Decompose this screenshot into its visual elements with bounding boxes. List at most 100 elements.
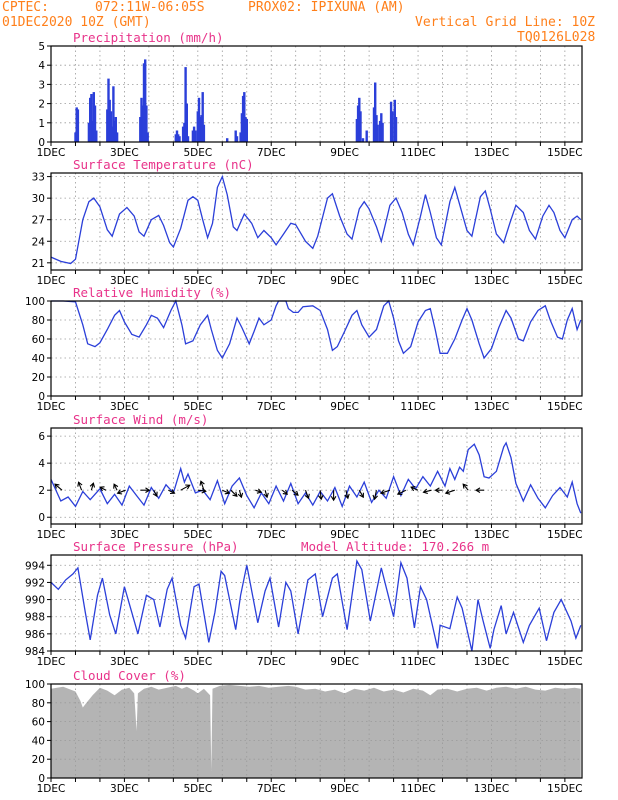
wind-vector-head [145, 487, 151, 493]
precip-bar [194, 130, 197, 142]
series-line [50, 559, 582, 652]
precip-bar [146, 132, 149, 142]
panel-frame [50, 427, 583, 525]
precip-bar [376, 124, 379, 142]
x-tick-label: 13DEC [474, 401, 509, 413]
wind-vector-head [372, 494, 379, 501]
chart-header: CPTEC: 072:11W-06:05S PROX02: IPIXUNA (A… [0, 0, 618, 46]
y-tick-label: 0 [38, 137, 45, 149]
wind-vector [423, 489, 432, 493]
x-tick-label: 1DEC [37, 656, 66, 668]
panel-3: 0 20 40 60 80 100 1DEC 3DEC 5DEC 7DEC 9DEC 11DEC 13D… [25, 285, 583, 413]
wind-vector-head [396, 490, 403, 496]
x-tick-label: 1DEC [37, 147, 66, 159]
wind-vector [230, 489, 238, 497]
precip-bar [192, 126, 196, 142]
wind-vector [113, 483, 118, 491]
y-tick-label: 990 [25, 595, 45, 607]
x-tick-label: 3DEC [110, 275, 139, 287]
precip-bar [394, 117, 398, 142]
wind-vector-head [379, 489, 386, 495]
precip-bar [389, 101, 393, 142]
x-tick-label: 7DEC [257, 401, 286, 413]
x-tick-label: 9DEC [330, 147, 359, 159]
x-tick-label: 11DEC [400, 401, 435, 413]
wind-vector [358, 489, 364, 498]
wind-vector [168, 489, 175, 494]
precip-bar [197, 97, 201, 142]
x-tick-label: 13DEC [474, 656, 509, 668]
wind-vector-head [152, 491, 158, 498]
x-tick-label: 5DEC [183, 147, 212, 159]
wind-vector [445, 489, 455, 494]
precip-bar [185, 103, 188, 142]
wind-vector-head [99, 486, 105, 492]
wind-vector [153, 489, 158, 497]
series-line [50, 441, 582, 514]
y-tick-label: 986 [25, 629, 45, 641]
wind-vector [304, 490, 310, 499]
x-tick-label: 15DEC [547, 656, 582, 668]
x-tick-label: 3DEC [110, 529, 139, 541]
precip-bar [356, 105, 360, 142]
x-tick-label: 7DEC [257, 656, 286, 668]
y-tick-label: 40 [32, 735, 45, 747]
y-tick-label: 20 [32, 372, 45, 384]
x-tick-label: 9DEC [330, 275, 359, 287]
wind-vector [380, 489, 391, 494]
x-tick-label: 13DEC [474, 147, 509, 159]
wind-vector [397, 489, 407, 495]
wind-vector-head [359, 492, 364, 499]
precip-bar [90, 94, 93, 142]
precip-bar [186, 136, 190, 142]
y-tick-label: 60 [32, 717, 45, 729]
wind-vector [291, 489, 299, 496]
header-location: 072:11W-06:05S [95, 0, 205, 15]
wind-vector [117, 489, 126, 494]
wind-vector-head [185, 484, 191, 490]
header-grid-note: Vertical Grid Line: 10Z [415, 15, 596, 30]
y-tick-label: 988 [25, 612, 45, 624]
x-tick-label: 5DEC [183, 656, 212, 668]
wind-vector [319, 490, 322, 500]
wind-vector [222, 489, 230, 494]
x-tick-label: 1DEC [37, 275, 66, 287]
wind-vector [200, 481, 205, 491]
y-tick-label: 0 [38, 391, 45, 403]
x-tick-label: 3DEC [110, 656, 139, 668]
y-tick-label: 5 [38, 41, 45, 53]
panel-title: Precipitation (mm/h) [73, 30, 224, 45]
wind-vector [462, 483, 469, 491]
wind-vector-head [434, 487, 440, 493]
precip-bar [239, 132, 242, 142]
precip-bar [95, 130, 98, 142]
wind-vector-head [199, 480, 205, 486]
wind-vector-head [256, 488, 263, 494]
y-tick-label: 30 [32, 193, 45, 205]
panel-title: Surface Pressure (hPa) [73, 539, 239, 554]
precip-bar [114, 117, 117, 142]
y-tick-label: 6 [38, 431, 45, 443]
wind-vector [99, 486, 107, 491]
wind-vector-head [232, 491, 238, 497]
wind-vector [78, 482, 83, 491]
wind-vector [180, 484, 190, 491]
panel-title: Cloud Cover (%) [73, 668, 186, 683]
x-tick-label: 13DEC [474, 783, 509, 795]
x-tick-label: 11DEC [400, 529, 435, 541]
panel-frame [50, 683, 583, 779]
precip-bar [378, 120, 382, 142]
wind-vector-head [169, 489, 176, 495]
panel-6: 0 20 40 60 80 100 1DEC 3DEC 5DEC 7DEC 9DEC 11DEC 13D… [25, 668, 583, 795]
wind-vector-head [317, 494, 324, 501]
y-tick-label: 100 [25, 679, 45, 691]
y-tick-label: 0 [38, 512, 45, 524]
wind-vector-head [77, 481, 83, 487]
x-tick-label: 11DEC [400, 783, 435, 795]
panel-title: Surface Temperature (nC) [73, 157, 254, 172]
precip-bar [140, 97, 143, 142]
y-tick-label: 2 [38, 99, 45, 111]
precip-bar [184, 67, 187, 142]
wind-vector-head [475, 487, 481, 493]
